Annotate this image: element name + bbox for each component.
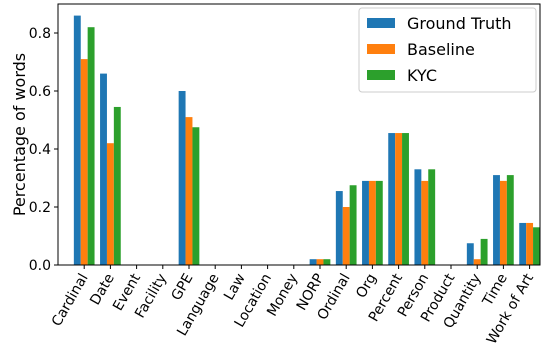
legend: Ground Truth Baseline KYC xyxy=(358,7,537,93)
bar-ordinal-baseline xyxy=(342,207,350,265)
bar-percent-ground-truth xyxy=(388,133,396,265)
bar-person-kyc xyxy=(428,169,436,265)
bar-ordinal-ground-truth xyxy=(335,191,343,265)
y-tick-label: 0.8 xyxy=(29,26,51,42)
bar-person-baseline xyxy=(421,180,429,265)
bar-cardinal-ground-truth xyxy=(73,15,81,265)
bar-date-baseline xyxy=(106,143,114,265)
bars-layer xyxy=(73,15,540,266)
bar-norp-kyc xyxy=(323,259,331,265)
y-tick-label: 0.6 xyxy=(29,84,51,100)
bar-gpe-baseline xyxy=(185,117,193,265)
legend-label-kyc: KYC xyxy=(407,66,437,85)
y-tick-label: 0.0 xyxy=(29,258,51,274)
bar-time-baseline xyxy=(499,180,507,265)
legend-label-baseline: Baseline xyxy=(407,40,475,59)
bar-percent-baseline xyxy=(395,133,403,265)
y-tick-label: 0.2 xyxy=(29,200,51,216)
plot-frame xyxy=(57,3,541,266)
legend-box xyxy=(358,7,537,93)
bar-ordinal-kyc xyxy=(349,185,357,265)
bar-org-ground-truth xyxy=(362,180,369,265)
legend-swatch-baseline xyxy=(367,44,395,54)
y-axis: 0.0 0.2 0.4 0.6 0.8 xyxy=(29,26,58,274)
legend-swatch-kyc xyxy=(367,70,395,80)
bar-percent-kyc xyxy=(402,133,409,265)
bar-quantity-ground-truth xyxy=(466,243,474,265)
bar-work-of-art-baseline xyxy=(526,222,534,265)
bar-cardinal-kyc xyxy=(87,27,95,266)
y-tick-label: 0.4 xyxy=(29,142,51,158)
x-tick-label-org: Org xyxy=(353,271,380,301)
bar-date-ground-truth xyxy=(100,73,107,265)
bar-person-ground-truth xyxy=(414,169,422,265)
bar-time-ground-truth xyxy=(493,175,500,265)
bar-norp-baseline xyxy=(316,259,324,265)
bar-quantity-kyc xyxy=(480,238,488,265)
legend-swatch-ground-truth xyxy=(367,18,395,28)
bar-org-kyc xyxy=(375,180,383,265)
bar-quantity-baseline xyxy=(473,259,481,265)
bar-work-of-art-ground-truth xyxy=(519,222,527,265)
bar-norp-ground-truth xyxy=(309,259,317,265)
bar-gpe-ground-truth xyxy=(178,91,186,265)
bar-date-kyc xyxy=(113,106,121,265)
legend-label-ground-truth: Ground Truth xyxy=(407,14,512,33)
bar-gpe-kyc xyxy=(192,127,200,265)
x-axis: CardinalDateEventFacilityGPELanguageLawL… xyxy=(49,265,537,346)
x-tick-label-cardinal: Cardinal xyxy=(49,271,92,329)
bar-time-kyc xyxy=(506,175,514,265)
bar-cardinal-baseline xyxy=(80,59,88,265)
y-axis-title: Percentage of words xyxy=(10,53,29,216)
bar-org-baseline xyxy=(368,180,376,265)
bar-work-of-art-kyc xyxy=(533,227,540,265)
